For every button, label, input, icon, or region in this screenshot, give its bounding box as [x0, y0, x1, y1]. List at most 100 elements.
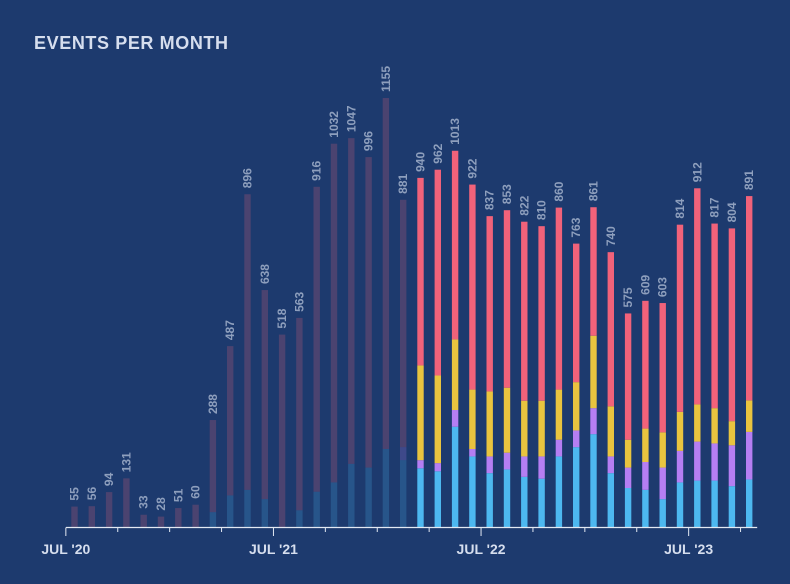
bar-segment-yellow-2022-08: [503, 387, 511, 453]
bar-segment-blue-2022-01: [382, 449, 390, 527]
bar-total-label: 922: [465, 158, 479, 178]
bar-segment-yellow-2022-06: [469, 389, 476, 449]
bar-segment-yellow-2022-10: [538, 400, 545, 457]
bar-segment-yellow-2023-03: [624, 439, 632, 468]
x-tick-label: JUL '23: [664, 541, 713, 557]
bar-segment-blue-2022-11: [555, 456, 563, 527]
bar-segment-yellow-2023-10: [746, 400, 753, 432]
bar-segment-purple-2023-07: [694, 441, 701, 481]
bar-segment-red-2020-11: [140, 514, 147, 527]
bar-segment-blue-2021-09: [313, 491, 320, 527]
bar-segment-red-2021-08: [296, 317, 303, 511]
bar-segment-red-2021-05: [244, 194, 251, 490]
bar-total-label: 962: [431, 143, 445, 163]
bar-total-label: 575: [621, 287, 635, 307]
bar-segment-red-2021-10: [330, 143, 338, 483]
bar-total-label: 881: [396, 173, 410, 193]
bar-segment-purple-2022-05: [451, 410, 459, 427]
bar-segment-blue-2021-03: [209, 512, 217, 527]
bar-total-label: 518: [275, 308, 289, 328]
bar-segment-red-2023-05: [659, 303, 666, 433]
bar-segment-blue-2023-04: [642, 489, 649, 527]
bar-total-label: 487: [223, 320, 237, 340]
bar-segment-yellow-2022-04: [434, 375, 441, 464]
bar-segment-blue-2022-02: [400, 460, 407, 527]
bar-total-label: 1047: [344, 105, 358, 132]
bar-segment-blue-2023-01: [590, 434, 597, 527]
bar-total-label: 28: [154, 497, 168, 511]
chart-title: EVENTS PER MONTH: [34, 33, 229, 53]
bar-segment-red-2023-07: [694, 188, 701, 405]
bar-total-label: 60: [189, 485, 203, 499]
bar-segment-blue-2021-10: [330, 482, 338, 527]
bar-total-label: 916: [310, 160, 324, 180]
bar-segment-red-2020-10: [123, 478, 130, 527]
bar-segment-red-2021-02: [192, 504, 199, 527]
bar-total-label: 740: [604, 226, 618, 246]
bar-total-label: 94: [102, 472, 116, 486]
bar-segment-blue-2022-12: [573, 447, 580, 527]
bar-total-label: 33: [137, 495, 151, 509]
bar-total-label: 810: [535, 200, 549, 220]
bar-segment-red-2020-12: [157, 516, 165, 527]
bar-total-label: 1155: [379, 66, 393, 92]
bar-segment-yellow-2023-01: [590, 335, 597, 409]
bar-segment-red-2021-12: [365, 157, 372, 468]
bar-segment-red-2023-02: [607, 252, 614, 407]
bar-segment-blue-2022-09: [521, 476, 528, 527]
x-tick-label: JUL '21: [249, 541, 298, 557]
bar-segment-blue-2021-12: [365, 467, 372, 527]
bar-segment-purple-2022-08: [503, 452, 511, 470]
bar-segment-red-2023-06: [676, 224, 684, 412]
bar-segment-red-2022-03: [417, 177, 424, 366]
bar-segment-blue-2022-07: [486, 473, 493, 527]
bar-total-label: 563: [292, 292, 306, 312]
bar-segment-blue-2023-09: [728, 486, 736, 527]
bar-segment-yellow-2022-11: [555, 389, 563, 440]
bar-segment-red-2023-08: [711, 223, 718, 409]
bar-segment-red-2022-01: [382, 98, 390, 449]
bar-segment-red-2021-06: [261, 290, 268, 500]
bar-segment-yellow-2023-09: [728, 421, 736, 446]
bar-segment-blue-2023-06: [676, 482, 684, 527]
bar-segment-purple-2022-07: [486, 456, 493, 474]
x-tick-label: JUL '22: [457, 541, 506, 557]
bar-segment-blue-2022-04: [434, 471, 441, 527]
bar-segment-purple-2023-09: [728, 445, 736, 487]
bar-segment-purple-2023-02: [607, 456, 614, 474]
bar-segment-purple-2022-06: [469, 449, 476, 457]
bar-segment-red-2021-09: [313, 186, 320, 492]
bar-segment-yellow-2023-06: [676, 411, 684, 451]
bar-total-label: 804: [725, 202, 739, 222]
bar-segment-purple-2022-11: [555, 439, 563, 457]
bar-segment-red-2021-01: [175, 508, 182, 527]
bar-segment-purple-2023-03: [624, 467, 632, 489]
bar-segment-red-2023-10: [746, 196, 753, 401]
bar-total-label: 638: [258, 264, 272, 284]
bar-total-label: 891: [742, 170, 756, 190]
bar-segment-blue-2023-02: [607, 473, 614, 527]
bar-total-label: 763: [569, 217, 583, 237]
bar-segment-purple-2023-10: [746, 431, 753, 480]
bar-segment-purple-2022-02: [400, 447, 407, 461]
bar-segment-red-2022-12: [573, 243, 580, 383]
bar-segment-purple-2023-04: [642, 462, 649, 490]
bar-segment-red-2022-08: [503, 210, 511, 388]
bar-segment-blue-2022-06: [469, 456, 476, 527]
bar-segment-red-2023-01: [590, 207, 597, 336]
bar-segment-red-2023-03: [624, 313, 632, 440]
bar-segment-blue-2021-06: [261, 499, 268, 527]
bar-segment-blue-2022-03: [417, 468, 424, 527]
bar-segment-yellow-2023-05: [659, 432, 666, 468]
bar-segment-blue-2023-03: [624, 488, 632, 527]
bar-total-label: 55: [68, 487, 82, 501]
bar-total-label: 822: [517, 195, 531, 215]
bar-segment-yellow-2022-05: [451, 339, 459, 411]
bar-segment-red-2022-02: [400, 199, 407, 448]
bar-total-label: 1013: [448, 118, 462, 145]
bar-total-label: 837: [483, 190, 497, 210]
bar-total-label: 912: [690, 162, 704, 182]
bar-segment-purple-2022-12: [573, 430, 580, 448]
bar-total-label: 288: [206, 394, 220, 414]
